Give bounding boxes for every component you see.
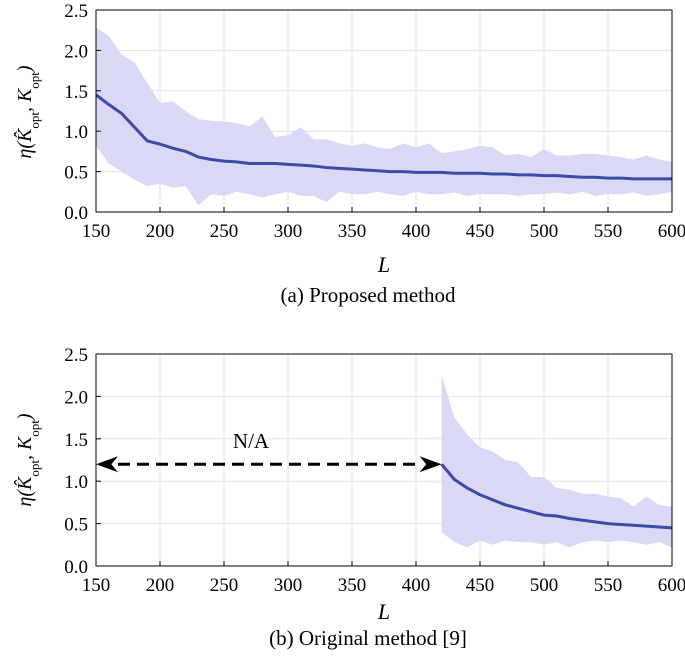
axes-frame (95, 9, 673, 213)
std-band (96, 27, 672, 206)
y-tick-label: 0.0 (64, 203, 88, 224)
x-tick-labels: 150 200 250 300 350 400 450 500 550 600 (82, 561, 685, 596)
x-tick-label: 400 (402, 575, 431, 596)
y-tick-label: 0.5 (64, 163, 88, 184)
y-tick-label: 1.0 (64, 122, 88, 143)
x-tick-label: 500 (530, 221, 559, 242)
y-tick-label: 2.0 (64, 41, 88, 62)
y-axis-label: η(K̂opt, Kopt) (13, 413, 42, 507)
x-tick-label: 450 (466, 575, 495, 596)
y-tick-label: 2.5 (64, 1, 88, 22)
y-tick-label: 2.0 (64, 387, 88, 408)
axes-frame (95, 353, 673, 567)
x-tick-label: 150 (82, 575, 111, 596)
x-tick-label: 550 (594, 221, 623, 242)
na-arrow-head-left (96, 456, 118, 473)
y-tick-label: 0.0 (64, 557, 88, 578)
x-tick-label: 450 (466, 221, 495, 242)
y-tick-label: 2.5 (64, 345, 88, 366)
x-tick-label: 550 (594, 575, 623, 596)
mean-line (440, 463, 672, 530)
caption: (a) Proposed method (281, 283, 456, 307)
na-annotation-label: N/A (233, 429, 270, 453)
panel-original-method: N/A 150 200 250 300 350 400 450 500 550 600 0.00.… (13, 345, 685, 650)
y-tick-label: 1.5 (64, 430, 88, 451)
x-tick-label: 600 (658, 575, 685, 596)
mean-line (96, 93, 672, 181)
na-arrow-head-right (419, 456, 442, 473)
x-tick-label: 500 (530, 575, 559, 596)
x-tick-label: 400 (402, 221, 431, 242)
x-tick-label: 300 (274, 221, 303, 242)
x-tick-label: 350 (338, 221, 367, 242)
x-tick-label: 200 (146, 221, 175, 242)
y-tick-label: 0.5 (64, 515, 88, 536)
na-arrow (96, 456, 442, 473)
x-tick-label: 150 (82, 221, 111, 242)
y-tick-labels: 0.0 0.5 1.0 1.5 2.0 2.5 (64, 1, 101, 224)
y-tick-label: 1.5 (64, 82, 88, 103)
x-tick-label: 300 (274, 575, 303, 596)
y-tick-label: 1.0 (64, 472, 88, 493)
x-tick-labels: 150 200 250 300 350 400 450 500 550 600 (82, 207, 685, 242)
x-axis-label: L (377, 599, 390, 624)
std-band (441, 375, 672, 548)
x-tick-label: 600 (658, 221, 685, 242)
x-tick-label: 200 (146, 575, 175, 596)
y-tick-labels: 0.0 0.5 1.0 1.5 2.0 2.5 (64, 345, 101, 578)
y-axis-label: η(K̂opt, Kopt) (13, 65, 42, 159)
x-tick-label: 350 (338, 575, 367, 596)
x-axis-label: L (377, 252, 390, 277)
x-tick-label: 250 (210, 221, 239, 242)
caption: (b) Original method [9] (269, 626, 467, 650)
panel-proposed-method: 150 200 250 300 350 400 450 500 550 600 0.0 0.5 1.0… (13, 1, 685, 307)
x-tick-label: 250 (210, 575, 239, 596)
